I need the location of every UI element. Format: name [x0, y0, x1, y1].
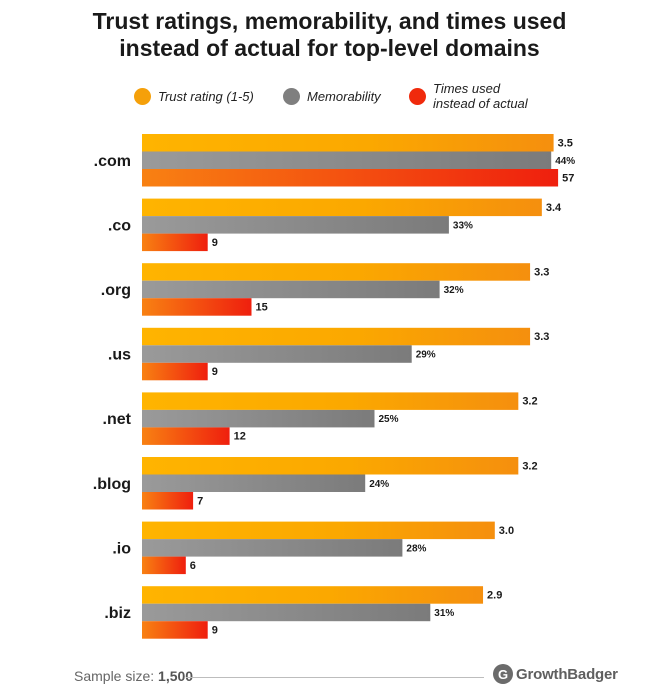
bar-group-us: .us 3.3 29% 9	[108, 327, 549, 381]
category-label-blog: .blog	[93, 476, 131, 493]
bar-group-co: .co 3.4 33% 9	[108, 198, 562, 252]
growthbadger-logo-icon: G	[493, 664, 513, 684]
sample-size: Sample size: 1,500	[74, 668, 193, 684]
data-label-trust-net: 3.2	[522, 396, 537, 408]
bar-trust-blog	[142, 457, 519, 475]
data-label-trust-org: 3.3	[534, 266, 549, 278]
bar-trust-org	[142, 263, 531, 281]
brand-logo: G GrowthBadger	[493, 664, 618, 684]
data-label-memorability-net: 25%	[379, 414, 399, 425]
bar-group-com: .com 3.5 44% 57	[94, 134, 575, 187]
bar-trust-io	[142, 521, 495, 540]
bar-trust-net	[142, 392, 519, 410]
data-label-trust-biz: 2.9	[487, 589, 502, 601]
data-label-times-used-io: 6	[190, 560, 196, 572]
bar-memorability-blog	[142, 474, 366, 492]
bar-memorability-com	[142, 151, 552, 169]
data-label-memorability-co: 33%	[453, 220, 473, 231]
bar-trust-com	[142, 134, 554, 152]
data-label-times-used-net: 12	[234, 431, 246, 443]
brand-name: GrowthBadger	[516, 665, 618, 683]
bar-group-io: .io 3.0 28% 6	[112, 521, 514, 575]
data-label-trust-com: 3.5	[558, 137, 573, 149]
bar-trust-biz	[142, 586, 484, 604]
category-label-io: .io	[112, 540, 131, 557]
data-label-times-used-biz: 9	[212, 624, 218, 636]
bar-memorability-biz	[142, 603, 431, 622]
data-label-trust-co: 3.4	[546, 202, 562, 214]
bar-times-used-co	[142, 233, 208, 252]
data-label-memorability-org: 32%	[444, 285, 464, 296]
sample-size-label: Sample size:	[74, 668, 155, 684]
data-label-trust-blog: 3.2	[522, 460, 537, 472]
bar-memorability-us	[142, 345, 412, 363]
sample-size-value: 1,500	[158, 668, 194, 684]
data-label-memorability-biz: 31%	[434, 608, 454, 619]
bar-memorability-co	[142, 216, 449, 234]
bar-group-blog: .blog 3.2 24% 7	[93, 457, 538, 510]
data-label-times-used-blog: 7	[197, 495, 203, 507]
category-label-org: .org	[101, 282, 131, 299]
category-label-com: .com	[94, 153, 131, 170]
bar-chart: .com 3.5 44% 57 .co 3.4 33% 9 .org 3.3 32% 15 .us 3.3…	[93, 134, 575, 639]
chart-title-line-1: Trust ratings, memorability, and times u…	[92, 8, 567, 34]
bar-memorability-org	[142, 280, 440, 299]
data-label-trust-us: 3.3	[534, 331, 549, 343]
data-label-memorability-io: 28%	[406, 543, 426, 554]
bar-group-net: .net 3.2 25% 12	[103, 392, 538, 445]
category-label-us: .us	[108, 347, 131, 364]
bar-times-used-io	[142, 556, 186, 575]
bar-trust-co	[142, 198, 542, 217]
bar-times-used-blog	[142, 492, 194, 510]
footer-divider	[186, 677, 484, 678]
chart-title-line-2: instead of actual for top-level domains	[119, 35, 540, 61]
bar-times-used-net	[142, 427, 230, 445]
data-label-trust-io: 3.0	[499, 525, 514, 537]
data-label-times-used-co: 9	[212, 237, 218, 249]
data-label-times-used-us: 9	[212, 366, 218, 378]
bar-group-org: .org 3.3 32% 15	[101, 263, 549, 316]
category-label-co: .co	[108, 217, 131, 234]
bar-times-used-biz	[142, 621, 208, 639]
bar-memorability-net	[142, 409, 375, 428]
category-label-biz: .biz	[104, 605, 131, 622]
bar-trust-us	[142, 327, 531, 346]
data-label-memorability-us: 29%	[416, 350, 436, 361]
data-label-times-used-org: 15	[256, 301, 268, 313]
bar-times-used-com	[142, 169, 559, 187]
data-label-memorability-com: 44%	[555, 156, 575, 167]
bar-times-used-org	[142, 298, 252, 316]
bar-memorability-io	[142, 539, 403, 557]
bar-times-used-us	[142, 362, 208, 381]
category-label-net: .net	[103, 411, 132, 428]
bar-group-biz: .biz 2.9 31% 9	[104, 586, 502, 639]
data-label-times-used-com: 57	[562, 172, 574, 184]
chart-title: Trust ratings, memorability, and times u…	[0, 8, 659, 62]
data-label-memorability-blog: 24%	[369, 479, 389, 490]
